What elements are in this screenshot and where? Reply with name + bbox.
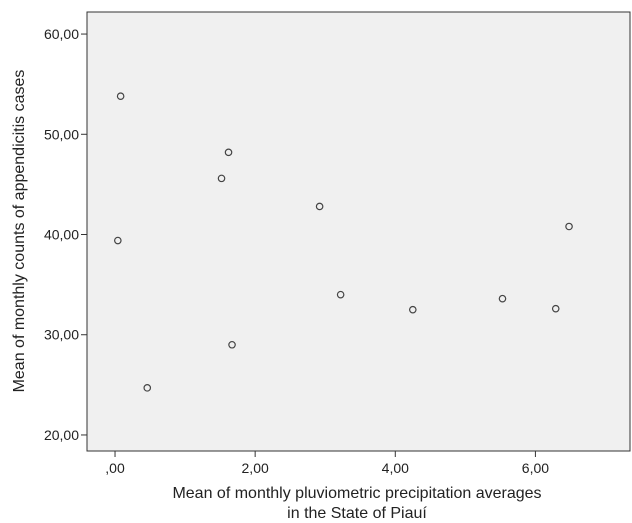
y-tick-label-4: 60,00 (44, 26, 79, 42)
data-point-9 (498, 294, 507, 303)
data-points (114, 92, 573, 392)
plot-area (86, 11, 631, 452)
y-tick-label-2: 40,00 (44, 227, 79, 243)
data-point-8 (408, 305, 417, 314)
y-axis: 20,00 30,00 40,00 50,00 60,00 (44, 26, 87, 443)
data-point-10 (551, 304, 560, 313)
data-point-1 (114, 236, 122, 245)
data-point-0 (116, 92, 125, 100)
data-point-4 (224, 148, 233, 157)
y-tick-label-0: 20,00 (44, 427, 79, 443)
x-axis-label-line-1: Mean of monthly pluviometric precipitati… (172, 485, 541, 502)
x-tick-label-1: 2,00 (242, 460, 269, 476)
x-tick-label-3: 6,00 (522, 460, 549, 476)
y-tick-label-1: 30,00 (44, 327, 79, 343)
y-tick-label-3: 50,00 (44, 126, 79, 142)
data-point-6 (315, 202, 324, 211)
data-point-3 (217, 174, 226, 183)
data-point-11 (565, 222, 573, 231)
x-tick-label-2: 4,00 (382, 460, 409, 476)
data-point-5 (228, 340, 236, 349)
x-axis: ,00 2,00 4,00 6,00 (105, 451, 549, 476)
x-axis-label-line-2: in the State of Piauí (287, 505, 427, 522)
data-point-7 (336, 290, 345, 299)
y-axis-label: Mean of monthly counts of appendicitis c… (11, 70, 28, 393)
data-point-2 (143, 384, 152, 392)
x-tick-label-0: ,00 (105, 460, 125, 476)
